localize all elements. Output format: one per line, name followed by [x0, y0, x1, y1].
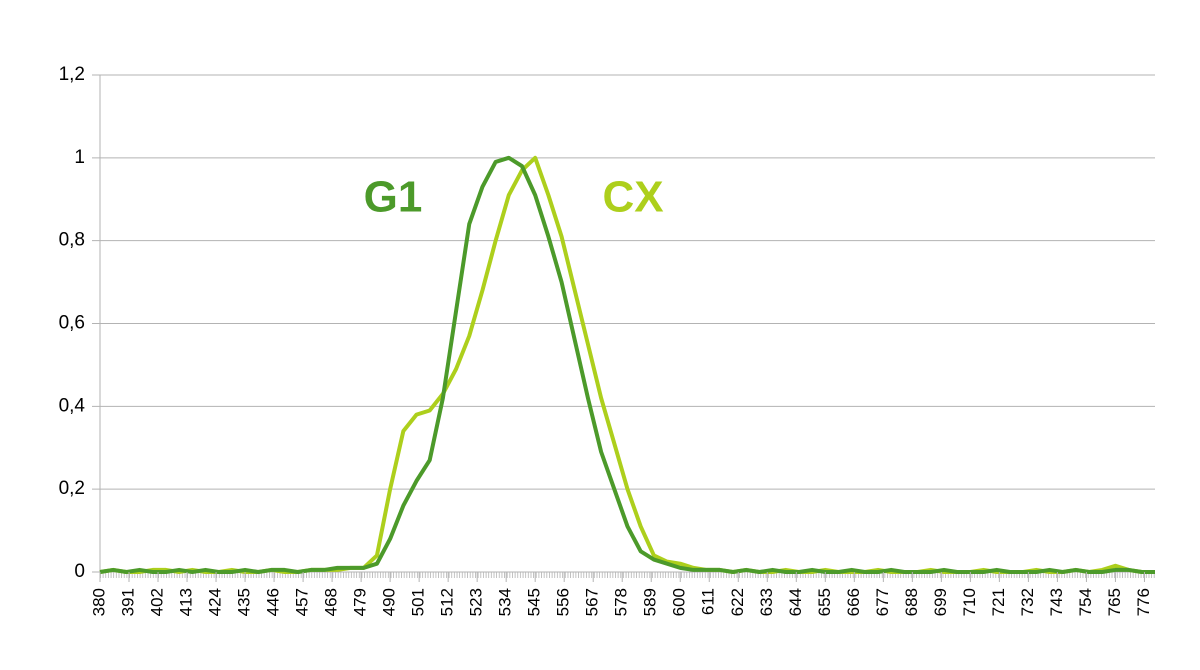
x-tick-label: 677: [873, 588, 892, 616]
x-tick-label: 512: [438, 588, 457, 616]
x-tick-label: 479: [351, 588, 370, 616]
minor-ticks: [100, 572, 1155, 578]
x-tick-label: 534: [496, 588, 515, 616]
x-tick-label: 765: [1105, 588, 1124, 616]
y-tick-label: 0,6: [59, 313, 85, 334]
x-tick-label: 545: [525, 588, 544, 616]
y-tick-label: 0,4: [59, 395, 86, 416]
y-tick-label: 1: [74, 147, 85, 168]
x-tick-label: 578: [612, 588, 631, 616]
y-tick-label: 0,2: [59, 478, 85, 499]
x-tick-label: 424: [206, 588, 225, 616]
x-tick-label: 556: [554, 588, 573, 616]
x-tick-label: 743: [1047, 588, 1066, 616]
x-tick-label: 567: [583, 588, 602, 616]
x-tick-label: 468: [322, 588, 341, 616]
x-tick-label: 413: [177, 588, 196, 616]
x-tick-label: 589: [641, 588, 660, 616]
x-tick-label: 523: [467, 588, 486, 616]
x-tick-label: 501: [409, 588, 428, 616]
y-tick-label: 0,8: [59, 230, 85, 251]
series-line: [99, 155, 1155, 574]
x-tick-label: 446: [264, 588, 283, 616]
x-tick-label: 600: [670, 588, 689, 616]
x-tick-label: 754: [1076, 588, 1095, 616]
grid: [92, 74, 1155, 573]
x-tick-label: 633: [757, 588, 776, 616]
series-label: G1: [364, 173, 423, 222]
x-tick-label: 644: [786, 588, 805, 616]
x-tick-label: 666: [844, 588, 863, 616]
x-tick-label: 688: [902, 588, 921, 616]
x-tick-label: 776: [1134, 588, 1153, 616]
x-tick-label: 490: [380, 588, 399, 616]
plot-area: [99, 155, 1155, 574]
x-tick-label: 402: [148, 588, 167, 616]
series-label: CX: [602, 173, 663, 222]
x-tick-label: 435: [235, 588, 254, 616]
y-tick-label: 0: [74, 561, 85, 582]
y-tick-label: 1,2: [59, 64, 85, 85]
x-tick-label: 732: [1018, 588, 1037, 616]
x-tick-label: 655: [815, 588, 834, 616]
x-tick-label: 622: [728, 588, 747, 616]
x-tick-label: 391: [118, 588, 137, 616]
x-tick-label: 710: [960, 588, 979, 616]
x-tick-label: 611: [699, 588, 718, 615]
x-tick-label: 699: [931, 588, 950, 616]
x-tick-label: 380: [89, 588, 108, 616]
x-tick-label: 721: [989, 588, 1008, 616]
x-tick-label: 457: [293, 588, 312, 616]
